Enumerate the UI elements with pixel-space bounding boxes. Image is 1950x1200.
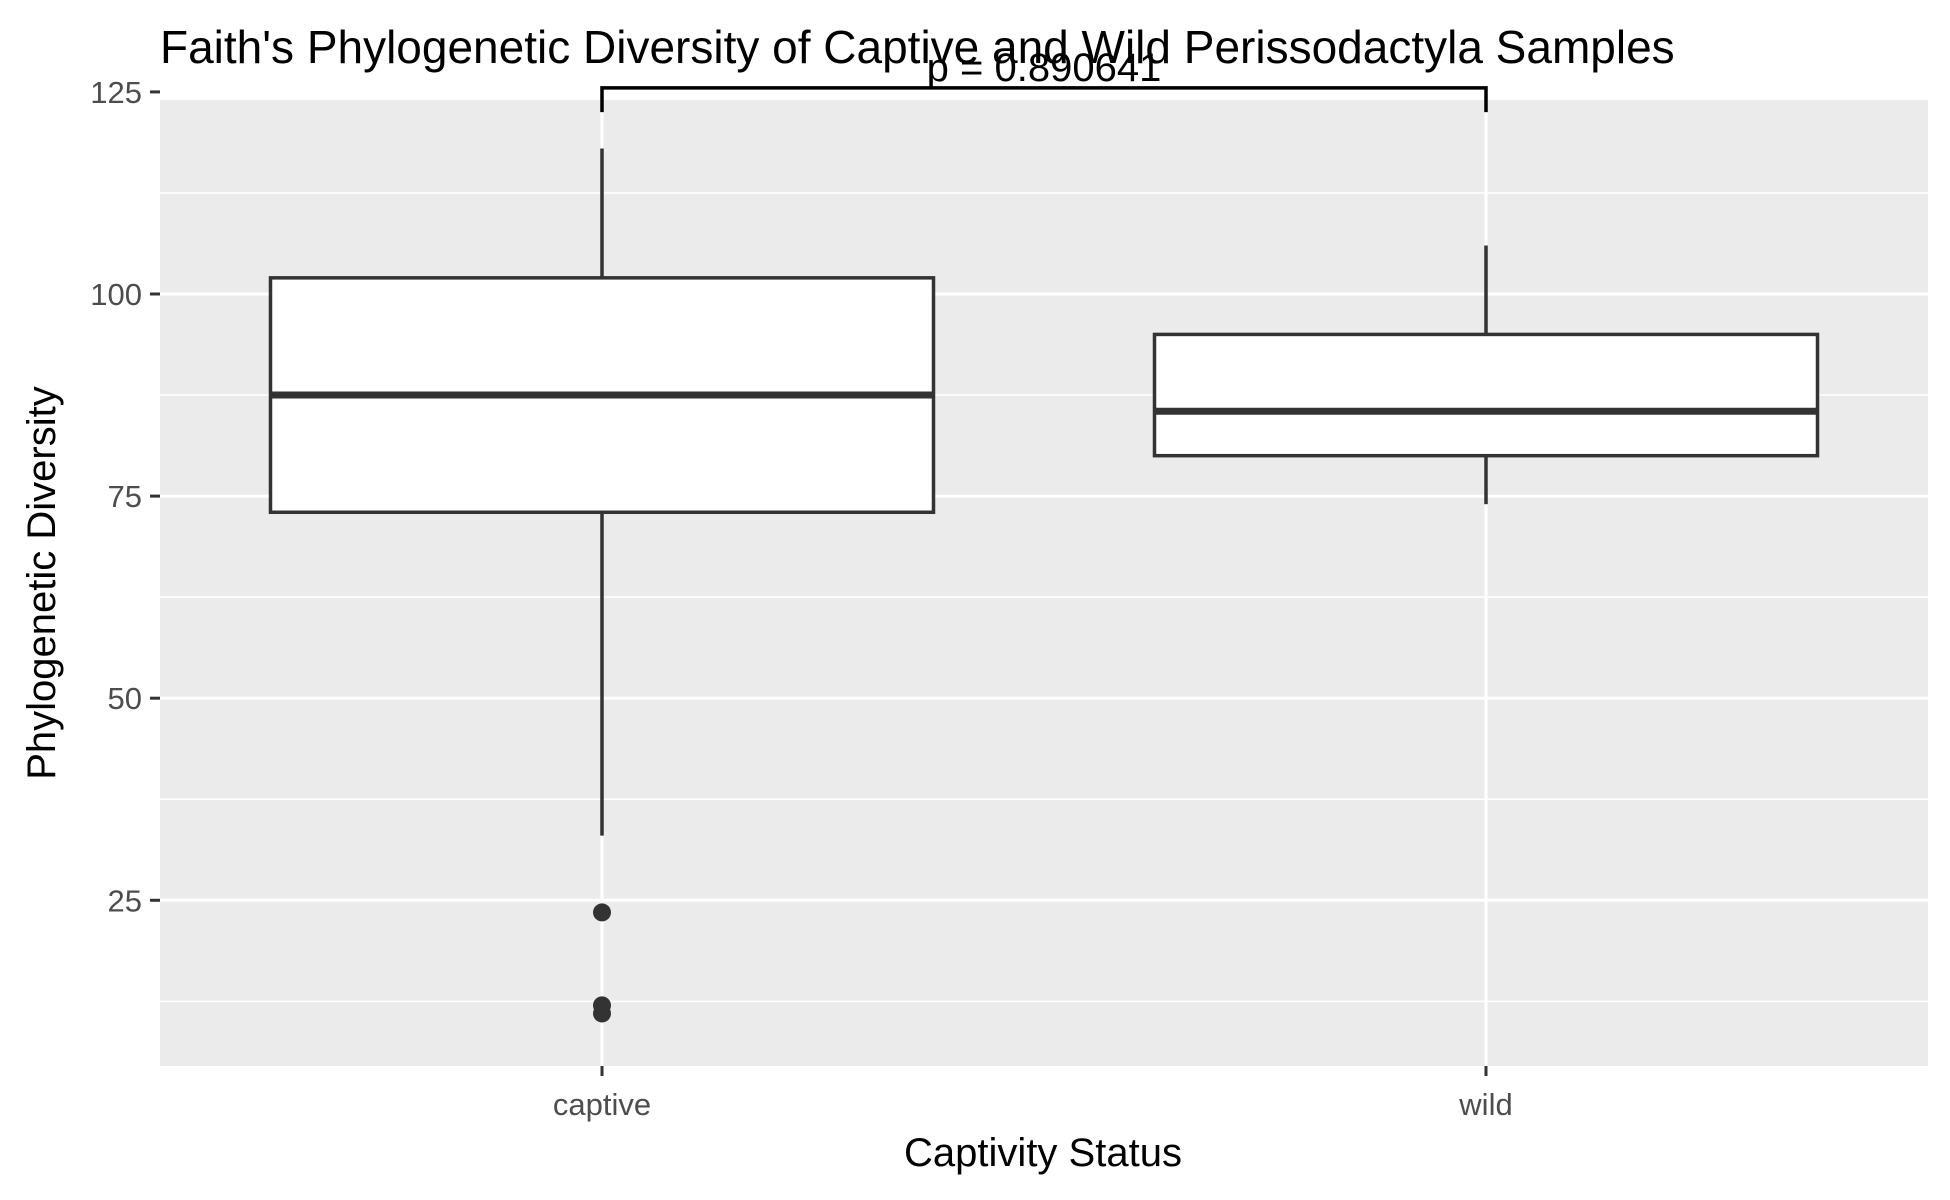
outlier-point: [593, 1004, 611, 1023]
outlier-point: [593, 903, 611, 922]
boxplots: [268, 148, 1820, 1023]
y-tick-label: 50: [108, 681, 142, 716]
p-value-label: p = 0.890641: [927, 46, 1162, 90]
x-tick-label-wild: wild: [1458, 1087, 1512, 1122]
x-axis-title: Captivity Status: [904, 1131, 1182, 1175]
significance-annotation: p = 0.890641: [600, 46, 1488, 113]
y-axis-title: Phylogenetic Diversity: [20, 386, 64, 780]
y-tick-label: 100: [90, 277, 142, 312]
y-tick-label: 25: [108, 883, 142, 918]
plot-panel: [160, 100, 1928, 1066]
significance-bracket: [600, 86, 1488, 113]
chart-title: Faith's Phylogenetic Diversity of Captiv…: [160, 21, 1675, 73]
boxplot-captive: [268, 148, 936, 1023]
boxplot-wild: [1152, 245, 1820, 505]
y-tick-label: 125: [90, 75, 142, 110]
y-tick-label: 75: [108, 479, 142, 514]
x-tick-label-captive: captive: [553, 1087, 651, 1122]
y-axis: 25 50 75 100 125: [90, 75, 160, 918]
box: [1152, 332, 1820, 458]
x-axis: captive wild: [553, 1066, 1513, 1122]
